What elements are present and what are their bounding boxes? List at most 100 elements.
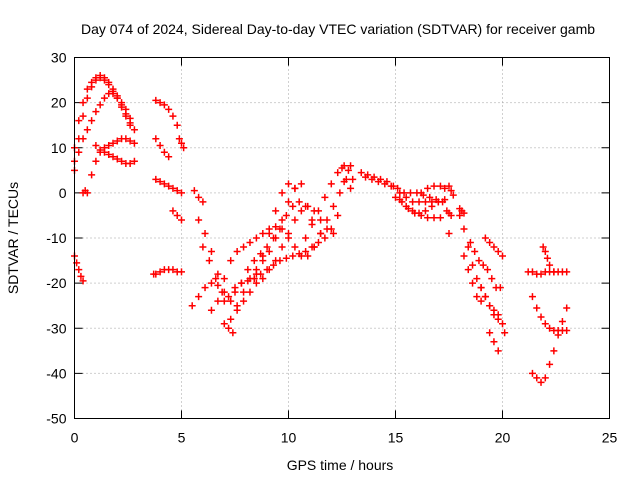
data-point <box>338 164 346 172</box>
x-tick-label: 10 <box>281 430 297 446</box>
x-tick-label: 15 <box>388 430 404 446</box>
series-arc-l <box>175 135 188 152</box>
data-point <box>499 320 506 328</box>
data-point <box>118 157 126 165</box>
data-point <box>501 329 509 337</box>
data-point <box>323 216 331 224</box>
data-point <box>265 266 273 274</box>
data-point <box>396 196 404 204</box>
data-point <box>257 270 265 278</box>
data-point <box>490 243 498 251</box>
data-point <box>314 207 322 215</box>
data-point <box>327 180 335 188</box>
data-point <box>270 261 278 269</box>
series-arc-q <box>199 198 316 301</box>
data-point <box>88 117 96 125</box>
data-point <box>178 139 185 147</box>
data-point <box>469 279 477 287</box>
data-point <box>156 99 164 107</box>
data-point <box>289 202 297 210</box>
data-point <box>265 225 273 233</box>
series-arc-ar <box>528 304 571 386</box>
data-point <box>227 315 235 323</box>
data-point <box>218 288 226 296</box>
y-tick-label: -20 <box>46 275 66 291</box>
data-point <box>83 189 91 197</box>
data-point <box>347 162 355 170</box>
data-point <box>415 209 423 217</box>
data-point <box>207 279 215 287</box>
data-point <box>490 338 498 346</box>
series-arc-ad <box>445 182 457 199</box>
data-point <box>225 293 233 301</box>
data-point <box>199 198 207 206</box>
data-point <box>460 252 468 260</box>
data-point <box>321 193 329 201</box>
data-point <box>402 202 410 210</box>
data-point <box>537 313 545 321</box>
data-point <box>92 76 100 84</box>
series-arc-ao <box>539 243 554 269</box>
data-point <box>394 184 402 192</box>
data-point <box>178 216 185 224</box>
data-point <box>240 243 248 251</box>
data-point <box>539 243 547 251</box>
data-point <box>152 270 160 278</box>
series-arc-u <box>252 202 337 287</box>
data-point <box>357 169 365 177</box>
data-point <box>270 234 278 242</box>
data-point <box>100 76 108 84</box>
y-tick-label: 0 <box>59 185 67 201</box>
x-axis-label: GPS time / hours <box>287 457 394 473</box>
series-arc-al <box>477 284 502 323</box>
data-point <box>250 257 258 265</box>
series-arc-n <box>190 187 207 206</box>
data-point <box>533 374 541 382</box>
data-point <box>92 108 100 116</box>
data-point <box>295 198 303 206</box>
y-tick-label: 30 <box>51 50 67 66</box>
data-point <box>329 202 337 210</box>
data-point <box>122 110 130 118</box>
data-point <box>92 141 100 149</box>
data-point <box>563 268 571 276</box>
data-point <box>421 207 429 215</box>
data-point <box>175 135 183 143</box>
data-point <box>291 184 299 192</box>
data-point <box>297 207 305 215</box>
data-point <box>105 141 113 149</box>
data-point <box>541 320 549 328</box>
data-point <box>317 229 325 237</box>
data-point <box>289 252 297 260</box>
data-point <box>387 182 395 190</box>
data-point <box>272 257 280 265</box>
data-point <box>563 327 571 335</box>
x-tick-label: 25 <box>602 430 618 446</box>
data-point <box>263 243 271 251</box>
data-point <box>392 193 399 201</box>
data-point <box>550 347 558 355</box>
data-point <box>424 184 432 192</box>
data-point <box>494 248 502 256</box>
data-point <box>374 178 382 186</box>
data-point <box>122 135 130 143</box>
series-arc-s <box>220 320 237 337</box>
data-point <box>246 239 254 247</box>
data-point <box>152 135 160 143</box>
y-tick-label: -50 <box>46 411 66 427</box>
data-point <box>79 135 87 143</box>
data-point <box>88 83 96 91</box>
data-point <box>195 293 203 301</box>
data-point <box>349 175 357 183</box>
series-arc-d <box>71 90 134 174</box>
data-point <box>400 189 408 197</box>
data-point <box>434 198 442 206</box>
data-point <box>237 279 245 287</box>
data-point <box>105 81 113 89</box>
data-point <box>449 191 457 199</box>
data-point <box>469 261 477 269</box>
data-point <box>323 225 331 233</box>
data-point <box>528 369 536 377</box>
data-point <box>447 187 455 195</box>
